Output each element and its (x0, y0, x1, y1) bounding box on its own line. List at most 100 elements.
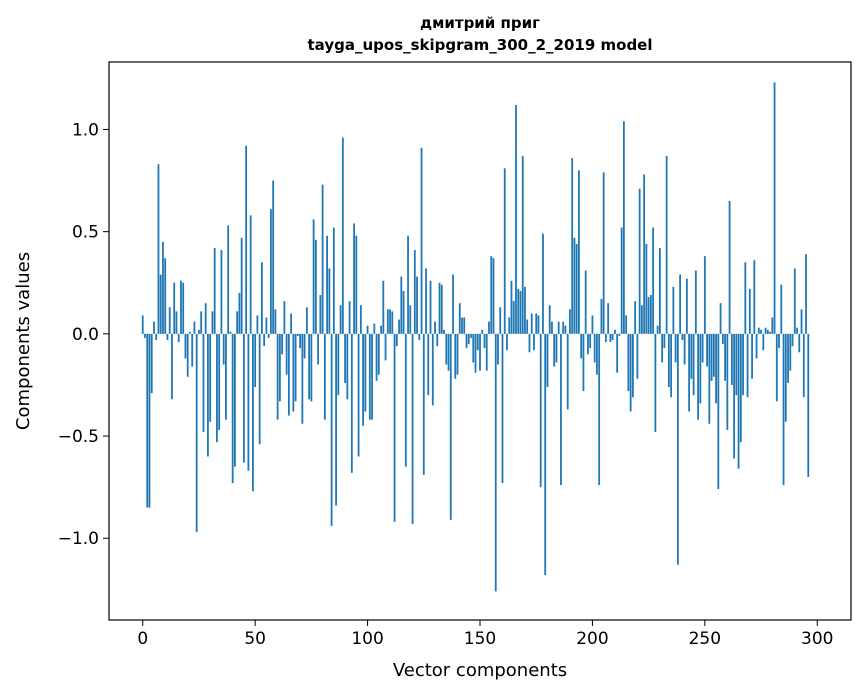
bar-119 (409, 305, 412, 334)
bar-268 (744, 262, 747, 334)
bar-155 (490, 256, 493, 334)
bar-141 (458, 303, 461, 334)
bar-136 (447, 333, 450, 371)
bar-181 (548, 305, 551, 334)
bar-286 (784, 333, 787, 422)
bar-215 (625, 315, 628, 334)
bar-71 (301, 333, 304, 424)
bar-120 (411, 333, 414, 524)
bar-246 (694, 270, 697, 334)
bar-251 (706, 333, 708, 367)
bar-142 (461, 317, 463, 334)
bar-158 (497, 333, 499, 365)
bar-22 (191, 333, 194, 367)
y-tick-label: 1.0 (72, 120, 99, 140)
bar-69 (296, 333, 299, 336)
bar-289 (791, 333, 794, 347)
bar-94 (353, 223, 355, 334)
bar-122 (416, 276, 418, 334)
bar-170 (524, 286, 526, 334)
bar-210 (614, 329, 616, 334)
bar-290 (793, 268, 796, 334)
bar-250 (703, 256, 706, 334)
bar-207 (607, 303, 610, 334)
bar-1 (144, 333, 146, 338)
bar-129 (431, 333, 434, 406)
bar-58 (272, 180, 275, 334)
bar-186 (560, 333, 562, 486)
bar-25 (198, 329, 200, 334)
bar-187 (562, 321, 565, 334)
bar-63 (283, 301, 286, 334)
bar-143 (463, 317, 466, 334)
bar-79 (319, 295, 322, 334)
bar-30 (209, 333, 212, 422)
bar-191 (571, 158, 574, 334)
bar-190 (569, 309, 571, 334)
bar-269 (746, 333, 749, 398)
bar-88 (339, 305, 342, 334)
bar-292 (798, 333, 801, 353)
bar-34 (218, 333, 221, 430)
bar-54 (263, 333, 266, 347)
bar-160 (501, 333, 504, 484)
bar-159 (499, 307, 502, 334)
bar-147 (472, 333, 475, 363)
bar-62 (281, 333, 284, 355)
bar-126 (425, 268, 427, 334)
bar-127 (427, 333, 430, 396)
bar-117 (404, 333, 407, 467)
bar-32 (213, 248, 216, 334)
bar-65 (287, 333, 290, 416)
x-tick-label: 100 (351, 629, 383, 649)
bar-16 (177, 333, 180, 343)
bar-179 (544, 333, 547, 576)
bar-294 (802, 333, 805, 398)
y-axis-label: Components values (13, 252, 34, 430)
bar-280 (771, 317, 774, 334)
bar-164 (510, 280, 513, 334)
bar-74 (308, 333, 311, 400)
bar-204 (600, 299, 603, 334)
bar-172 (528, 333, 531, 353)
bar-84 (330, 333, 333, 526)
bar-192 (573, 237, 576, 334)
bar-180 (546, 333, 549, 387)
bar-279 (769, 331, 771, 334)
bar-107 (382, 280, 385, 334)
x-tick-label: 150 (464, 629, 496, 649)
bar-115 (400, 276, 403, 334)
bar-264 (735, 333, 738, 396)
bar-218 (631, 333, 634, 398)
bar-43 (238, 292, 241, 334)
bar-233 (665, 156, 668, 334)
bar-15 (175, 311, 178, 334)
bar-81 (323, 333, 326, 420)
bar-66 (290, 313, 293, 334)
bar-47 (247, 333, 250, 471)
bar-55 (265, 317, 268, 334)
bar-220 (636, 333, 639, 379)
bar-194 (578, 170, 580, 334)
bar-227 (652, 227, 655, 334)
bar-244 (690, 333, 693, 379)
bar-221 (638, 188, 641, 334)
bar-242 (685, 278, 688, 334)
bar-151 (481, 329, 484, 334)
bar-177 (539, 333, 542, 488)
bar-37 (225, 333, 227, 420)
bar-255 (715, 333, 717, 404)
bar-90 (344, 333, 346, 383)
bar-27 (202, 333, 205, 432)
bar-265 (737, 333, 740, 469)
bar-82 (326, 235, 329, 334)
bar-131 (436, 333, 439, 347)
x-tick-label: 0 (137, 629, 148, 649)
bar-222 (640, 305, 643, 334)
bar-140 (456, 333, 459, 375)
y-axis-ticks: −1.0 −0.5 0.0 0.5 1.0 (58, 120, 109, 549)
bar-51 (256, 315, 259, 334)
bar-183 (553, 333, 556, 367)
bar-85 (332, 227, 335, 334)
bar-252 (708, 333, 711, 424)
